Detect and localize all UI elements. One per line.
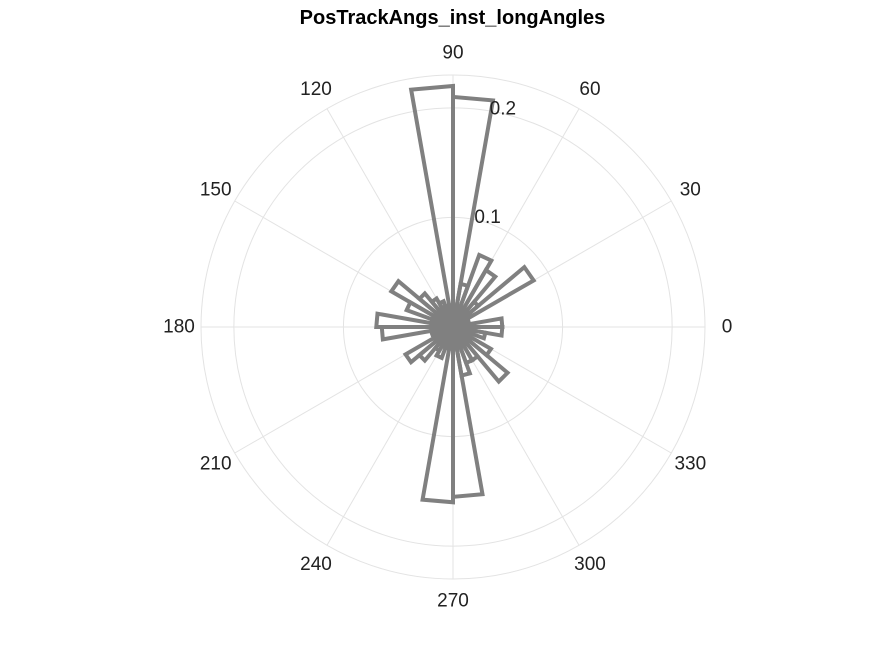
theta-tick-label: 30 bbox=[680, 180, 701, 201]
theta-tick-label: 240 bbox=[300, 554, 332, 575]
histogram-bar bbox=[451, 264, 537, 329]
theta-tick-label: 0 bbox=[722, 317, 733, 338]
histogram-bars bbox=[374, 83, 537, 505]
r-tick-label: 0.2 bbox=[490, 99, 516, 120]
theta-tick-label: 210 bbox=[200, 454, 232, 475]
theta-gridline-300 bbox=[452, 326, 580, 546]
histogram-bar bbox=[403, 299, 454, 329]
theta-tick-label: 180 bbox=[163, 317, 195, 338]
theta-tick-label: 300 bbox=[574, 554, 606, 575]
histogram-bar bbox=[408, 83, 455, 328]
histogram-bar bbox=[451, 326, 485, 500]
theta-tick-label: 90 bbox=[442, 43, 463, 64]
histogram-bar bbox=[379, 325, 454, 342]
chart-title: PosTrackAngs_inst_longAngles bbox=[299, 7, 606, 29]
theta-tick-label: 60 bbox=[579, 79, 600, 100]
r-tick-label: 0.1 bbox=[474, 207, 500, 228]
theta-tick-label: 270 bbox=[437, 591, 469, 612]
theta-tick-label: 120 bbox=[300, 79, 332, 100]
histogram-bar bbox=[451, 325, 494, 359]
polar-grid bbox=[200, 74, 706, 580]
histogram-bar bbox=[452, 325, 505, 338]
theta-gridline-240 bbox=[326, 326, 454, 546]
axis-labels: 0 30 60 90 120 150 180 210 240 270 300 330 0.1 0.2 bbox=[163, 43, 732, 612]
theta-tick-label: 150 bbox=[200, 180, 232, 201]
theta-tick-label: 330 bbox=[674, 454, 706, 475]
theta-gridline-120 bbox=[326, 108, 454, 328]
